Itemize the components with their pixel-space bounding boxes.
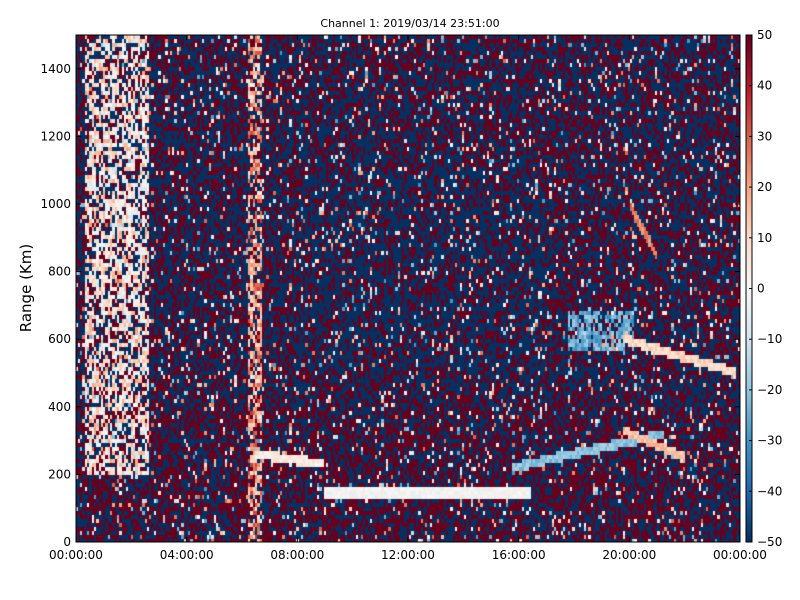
colorbar-tick-label: −30 [757, 434, 782, 448]
x-tick-label: 12:00:00 [381, 548, 435, 562]
y-tick-label: 1400 [40, 62, 71, 76]
colorbar: 50 40 30 20 10 0 −10 −20 −30 −40 −50 [745, 28, 782, 549]
x-tick-label: 20:00:00 [602, 548, 656, 562]
y-axis: 0 200 400 600 800 1000 1200 1400 [40, 62, 740, 549]
colorbar-tick-label: −10 [757, 332, 782, 346]
x-tick-label: 04:00:00 [160, 548, 214, 562]
plot-area [76, 35, 740, 542]
x-axis: 00:00:00 04:00:00 08:00:00 12:00:00 16:00:00… [49, 35, 767, 562]
y-tick-label: 0 [63, 535, 71, 549]
y-tick-label: 1200 [40, 129, 71, 143]
colorbar-tick-label: −40 [757, 484, 782, 498]
colorbar-tick-label: −20 [757, 383, 782, 397]
heatmap-image [76, 35, 740, 542]
y-tick-label: 400 [48, 400, 71, 414]
x-tick-label: 08:00:00 [270, 548, 324, 562]
colorbar-tick-label: 40 [757, 79, 772, 93]
y-tick-label: 600 [48, 332, 71, 346]
y-axis-label: Range (Km) [17, 244, 35, 332]
colorbar-tick-label: 0 [757, 282, 765, 296]
colorbar-tick-label: 10 [757, 231, 772, 245]
colorbar-tick-label: 20 [757, 180, 772, 194]
y-tick-label: 800 [48, 265, 71, 279]
x-tick-label: 00:00:00 [49, 548, 103, 562]
colorbar-tick-label: 50 [757, 28, 772, 42]
x-tick-label: 16:00:00 [492, 548, 546, 562]
y-tick-label: 1000 [40, 197, 71, 211]
chart-title: Channel 1: 2019/03/14 23:51:00 [320, 17, 499, 30]
colorbar-tick-label: −50 [757, 535, 782, 549]
colorbar-tick-label: 30 [757, 129, 772, 143]
x-tick-label: 00:00:00 [713, 548, 767, 562]
y-tick-label: 200 [48, 467, 71, 481]
